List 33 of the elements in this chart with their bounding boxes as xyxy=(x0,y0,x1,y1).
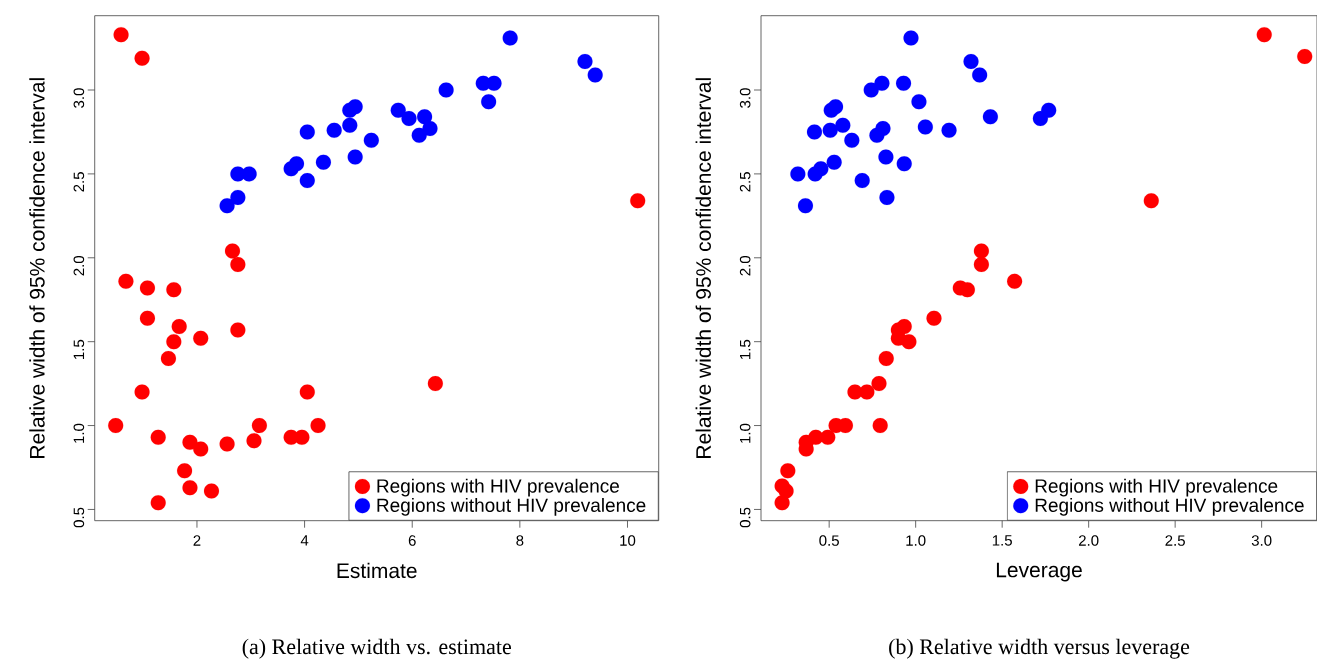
legend-label: Regions with HIV prevalence xyxy=(1035,478,1278,497)
y-tick-label: 0.5 xyxy=(739,507,751,528)
legend-label: Regions with HIV prevalence xyxy=(377,478,619,497)
x-tick-label: 3.0 xyxy=(1251,535,1272,546)
x-tick-label: 1.5 xyxy=(992,535,1012,546)
y-tick-label: 1.5 xyxy=(740,339,751,359)
text: (b) Relative width versus leverage xyxy=(889,638,1190,659)
x-tick-label: 2.5 xyxy=(1165,535,1185,546)
y-axis-title: Relative width of 95% confidence interval xyxy=(695,78,711,458)
y-tick-label: 3.0 xyxy=(73,88,85,108)
x-axis-title: Leverage xyxy=(996,562,1082,582)
y-tick-label: 2.5 xyxy=(73,172,85,192)
legend-label: Regions without HIV prevalence xyxy=(1035,498,1304,516)
y-tick-label: 3.0 xyxy=(739,88,751,108)
y-axis-title: Relative width of 95% confidence interval xyxy=(29,78,45,458)
y-tick-label: 2.5 xyxy=(739,172,751,192)
y-tick-label: 2.0 xyxy=(739,255,751,276)
y-tick-label: 1.0 xyxy=(73,423,85,443)
x-tick-label: 8 xyxy=(516,535,524,546)
x-tick-label: 10 xyxy=(620,535,636,546)
x-tick-label: 1.0 xyxy=(906,535,926,546)
legend-label: Regions without HIV prevalence xyxy=(377,498,646,516)
x-tick-label: 2 xyxy=(193,535,201,546)
y-tick-label: 0.5 xyxy=(73,507,85,528)
x-axis-title: Estimate xyxy=(337,562,417,579)
x-tick-label: 2.0 xyxy=(1078,535,1099,546)
y-tick-label: 1.5 xyxy=(73,339,85,359)
y-tick-label: 1.0 xyxy=(739,423,751,443)
x-tick-label: 6 xyxy=(408,535,416,546)
x-tick-label: 4 xyxy=(300,535,309,546)
y-tick-label: 2.0 xyxy=(73,255,85,276)
x-tick-label: 0.5 xyxy=(819,535,839,546)
text: (a) Relative width vs. estimate xyxy=(242,638,511,659)
